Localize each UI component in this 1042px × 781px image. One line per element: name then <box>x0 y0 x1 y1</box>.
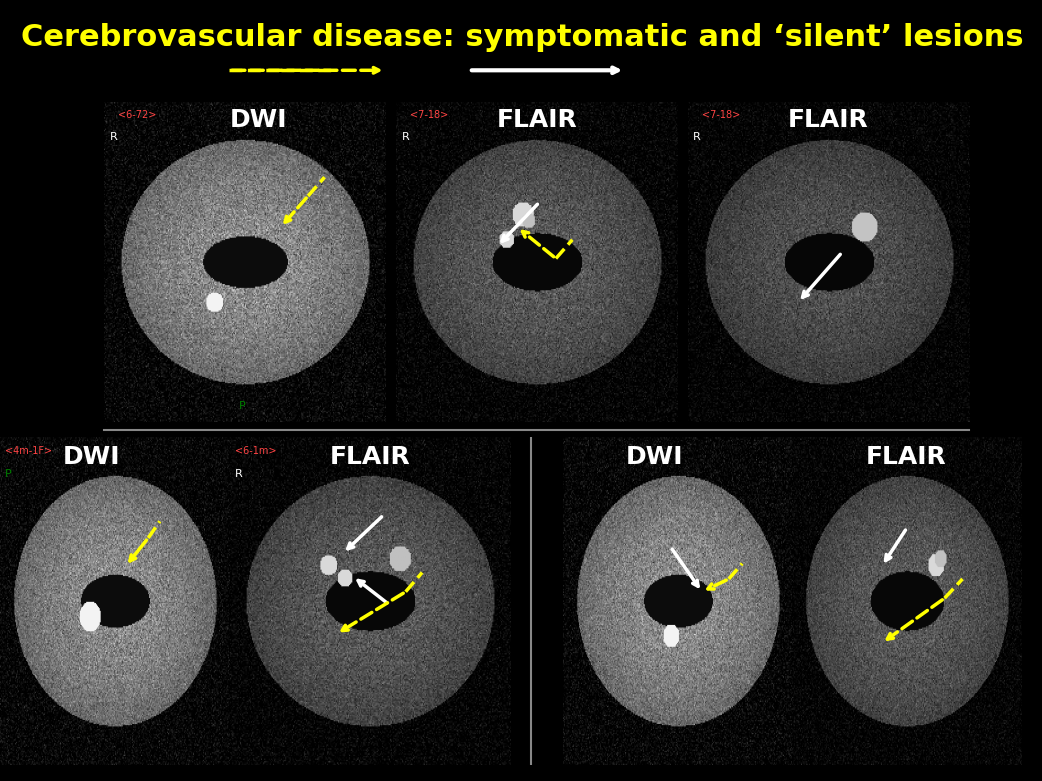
Text: P: P <box>4 469 11 479</box>
Text: R: R <box>693 132 701 142</box>
Text: R: R <box>109 132 118 142</box>
Text: <4m-1F>: <4m-1F> <box>4 446 52 456</box>
Text: FLAIR: FLAIR <box>788 108 869 132</box>
Text: FLAIR: FLAIR <box>496 108 577 132</box>
Text: FLAIR: FLAIR <box>329 444 411 469</box>
Text: R: R <box>234 469 243 479</box>
Text: <7-18>: <7-18> <box>410 109 448 119</box>
Text: <7-18>: <7-18> <box>702 109 740 119</box>
Text: R: R <box>401 132 410 142</box>
Text: FLAIR: FLAIR <box>866 444 947 469</box>
Text: <6-72>: <6-72> <box>119 109 156 119</box>
Text: Cerebrovascular disease: symptomatic and ‘silent’ lesions: Cerebrovascular disease: symptomatic and… <box>21 23 1023 52</box>
Text: DWI: DWI <box>63 444 121 469</box>
Text: P: P <box>240 401 246 411</box>
Text: <6-1m>: <6-1m> <box>234 446 276 456</box>
Text: DWI: DWI <box>230 108 288 132</box>
Text: DWI: DWI <box>625 444 684 469</box>
